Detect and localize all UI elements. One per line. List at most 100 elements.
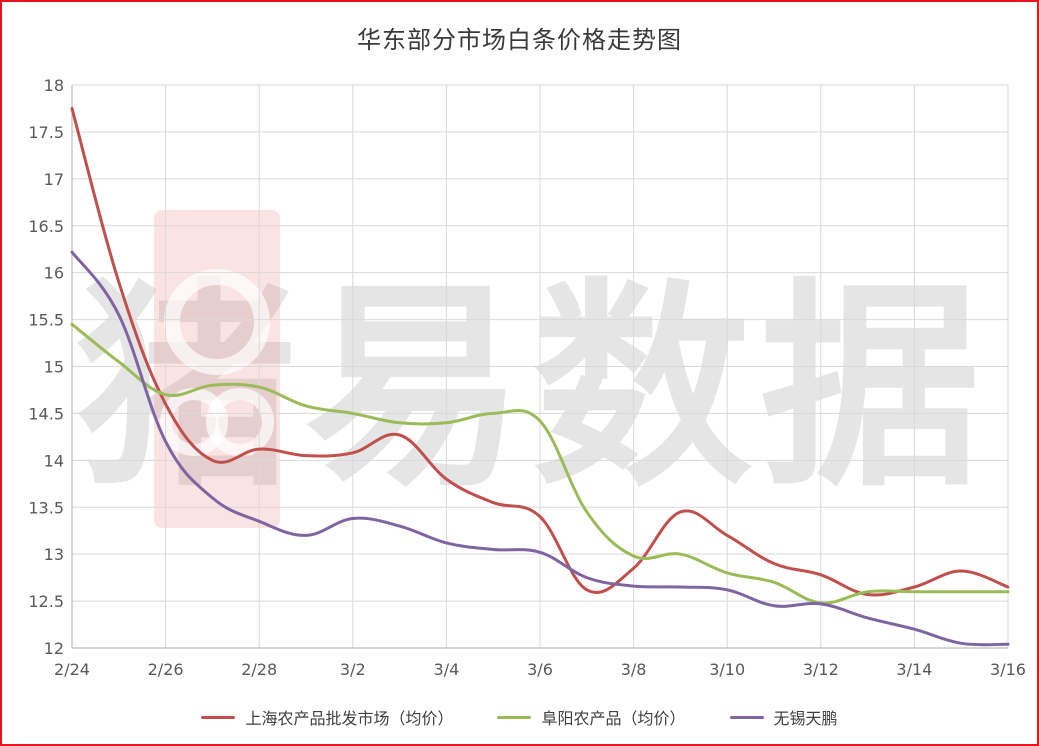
legend-swatch xyxy=(497,715,532,719)
data-point xyxy=(352,517,354,519)
data-point xyxy=(539,515,541,517)
data-point xyxy=(913,628,915,630)
x-tick-label: 3/8 xyxy=(621,660,647,679)
data-point xyxy=(305,454,307,456)
logo-icon xyxy=(154,210,280,528)
data-point xyxy=(71,107,73,109)
data-point xyxy=(211,459,213,461)
y-tick-label: 16 xyxy=(44,264,64,283)
data-point xyxy=(726,572,728,574)
data-point xyxy=(632,555,634,557)
data-point xyxy=(866,617,868,619)
data-point xyxy=(71,323,73,325)
data-point xyxy=(445,478,447,480)
data-point xyxy=(118,314,120,316)
y-tick-label: 15 xyxy=(44,358,64,377)
data-point xyxy=(71,251,73,253)
data-point xyxy=(164,440,166,442)
series-line-2 xyxy=(70,250,1010,647)
legend-swatch xyxy=(729,715,764,719)
chart-legend: 上海农产品批发市场（均价） 阜阳农产品（均价） 无锡天鹏 xyxy=(2,705,1037,729)
data-point xyxy=(211,497,213,499)
chart-series xyxy=(70,106,1010,647)
data-point xyxy=(352,412,354,414)
data-point xyxy=(1007,586,1009,588)
y-tick-label: 12 xyxy=(44,639,64,658)
x-tick-label: 2/26 xyxy=(148,660,184,679)
data-point xyxy=(1007,643,1009,645)
x-tick-label: 2/24 xyxy=(54,660,90,679)
x-tick-label: 3/4 xyxy=(434,660,460,679)
x-tick-label: 2/28 xyxy=(241,660,277,679)
data-point xyxy=(773,605,775,607)
data-point xyxy=(164,403,166,405)
data-point xyxy=(211,384,213,386)
data-point xyxy=(305,405,307,407)
series-line-0 xyxy=(70,106,1010,597)
data-point xyxy=(258,520,260,522)
y-tick-label: 16.5 xyxy=(28,217,64,236)
data-point xyxy=(492,501,494,503)
x-tick-label: 3/16 xyxy=(990,660,1026,679)
data-point xyxy=(398,525,400,527)
data-point xyxy=(305,534,307,536)
data-point xyxy=(820,603,822,605)
chart-watermark: 猪易数据 xyxy=(76,260,988,516)
data-point xyxy=(586,576,588,578)
data-point xyxy=(118,361,120,363)
y-tick-label: 14.5 xyxy=(28,404,64,423)
y-tick-label: 13 xyxy=(44,545,64,564)
legend-label: 上海农产品批发市场（均价） xyxy=(245,709,454,728)
data-point xyxy=(398,434,400,436)
data-point xyxy=(913,586,915,588)
data-point xyxy=(164,393,166,395)
data-point xyxy=(726,589,728,591)
data-point xyxy=(820,574,822,576)
data-point xyxy=(352,452,354,454)
x-tick-label: 3/14 xyxy=(896,660,932,679)
data-point xyxy=(445,422,447,424)
data-point xyxy=(773,581,775,583)
data-point xyxy=(960,642,962,644)
data-point xyxy=(632,585,634,587)
legend-label: 无锡天鹏 xyxy=(773,709,838,728)
x-tick-label: 3/12 xyxy=(803,660,839,679)
x-tick-label: 3/10 xyxy=(709,660,745,679)
data-point xyxy=(960,570,962,572)
data-point xyxy=(913,591,915,593)
data-point xyxy=(539,420,541,422)
data-point xyxy=(679,511,681,513)
legend-item: 无锡天鹏 xyxy=(729,705,838,729)
y-tick-label: 18 xyxy=(44,76,64,95)
data-point xyxy=(726,534,728,536)
data-point xyxy=(586,511,588,513)
data-point xyxy=(773,562,775,564)
data-point xyxy=(960,591,962,593)
data-point xyxy=(492,548,494,550)
chart-grid xyxy=(71,84,1009,649)
legend-item: 阜阳农产品（均价） xyxy=(497,705,686,729)
legend-item: 上海农产品批发市场（均价） xyxy=(201,705,453,729)
x-tick-label: 3/6 xyxy=(527,660,553,679)
data-point xyxy=(586,589,588,591)
y-tick-label: 17 xyxy=(44,170,64,189)
series-line-1 xyxy=(70,322,1010,605)
chart-axes: 12 12.5 13 13.5 14 14.5 15 15.5 16 16.5 17 17.5 18 2/… xyxy=(28,76,1026,679)
data-point xyxy=(679,553,681,555)
data-point xyxy=(258,386,260,388)
y-tick-label: 14 xyxy=(44,451,64,470)
y-tick-label: 15.5 xyxy=(28,311,64,330)
data-point xyxy=(679,586,681,588)
data-point xyxy=(398,422,400,424)
chart-title: 华东部分市场白条价格走势图 xyxy=(357,26,682,54)
x-tick-label: 3/2 xyxy=(340,660,366,679)
legend-swatch xyxy=(201,715,236,719)
data-point xyxy=(1007,591,1009,593)
data-point xyxy=(539,551,541,553)
data-point xyxy=(258,448,260,450)
legend-label: 阜阳农产品（均价） xyxy=(541,709,686,728)
data-point xyxy=(866,593,868,595)
data-point xyxy=(118,281,120,283)
data-point xyxy=(866,591,868,593)
